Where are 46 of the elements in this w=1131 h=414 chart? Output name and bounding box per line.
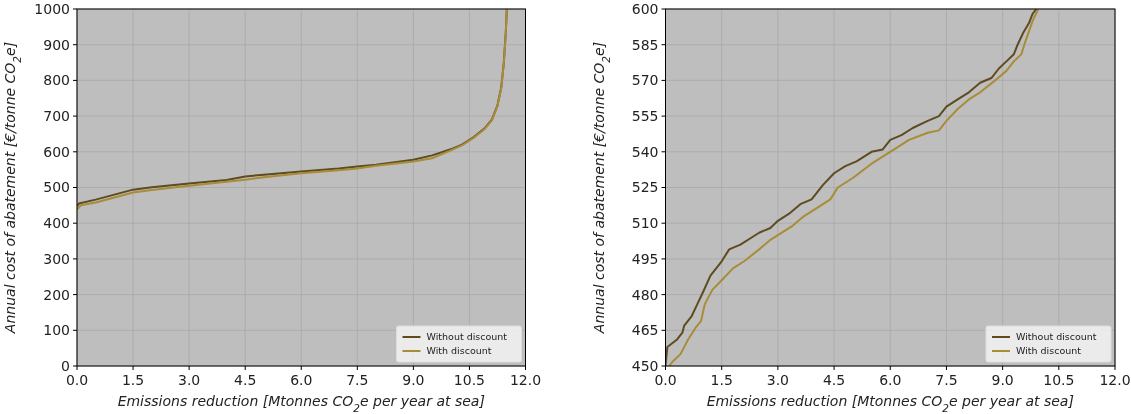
y-tick-label: 0 [61,357,70,374]
x-tick-label: 7.5 [935,372,958,388]
x-tick-label: 10.5 [453,372,486,388]
y-tick-label: 1000 [34,0,70,17]
y-tick-label: 600 [631,0,659,17]
y-tick-label: 585 [631,36,659,53]
x-axis-title: Emissions reduction [Mtonnes CO$_{2}$e per year at sea] [706,393,1074,414]
x-tick-label: 1.5 [710,372,733,388]
y-tick-label: 525 [631,179,659,196]
x-tick-label: 12.0 [1099,372,1131,388]
y-tick-label: 480 [631,286,659,303]
y-tick-label: 700 [43,108,70,124]
y-tick-label: 500 [43,179,70,196]
legend-label: Without discount [426,331,508,343]
y-tick-label: 800 [43,72,70,89]
y-tick-label: 510 [631,215,659,232]
legend-label: With discount [426,345,492,357]
y-tick-label: 100 [43,322,70,339]
x-tick-label: 7.5 [346,372,369,388]
x-tick-label: 4.5 [234,372,257,388]
y-tick-label: 540 [631,143,659,160]
x-tick-label: 9.0 [991,372,1014,388]
x-tick-label: 3.0 [177,372,201,388]
x-tick-label: 10.5 [1043,372,1075,388]
y-tick-label: 465 [631,322,659,339]
y-tick-label: 495 [631,250,659,267]
x-tick-label: 6.0 [879,372,902,388]
y-tick-label: 900 [43,36,70,53]
y-tick-label: 570 [631,72,659,89]
x-tick-label: 6.0 [290,372,313,388]
y-tick-label: 200 [43,286,70,303]
y-tick-label: 400 [43,215,70,232]
x-tick-label: 0.0 [65,372,89,388]
x-tick-label: 1.5 [121,372,145,388]
x-tick-label: 3.0 [766,372,790,388]
x-axis-title: Emissions reduction [Mtonnes CO$_{2}$e per year at sea] [117,393,485,414]
y-tick-label: 300 [43,250,70,267]
y-tick-label: 600 [43,143,70,160]
y-tick-label: 555 [631,108,659,124]
x-tick-label: 4.5 [822,372,846,388]
legend-label: Without discount [1016,331,1097,343]
x-tick-label: 12.0 [509,372,542,388]
y-tick-label: 450 [631,357,659,374]
x-tick-label: 9.0 [402,372,425,388]
legend-label: With discount [1016,345,1082,357]
x-tick-label: 0.0 [654,372,677,388]
